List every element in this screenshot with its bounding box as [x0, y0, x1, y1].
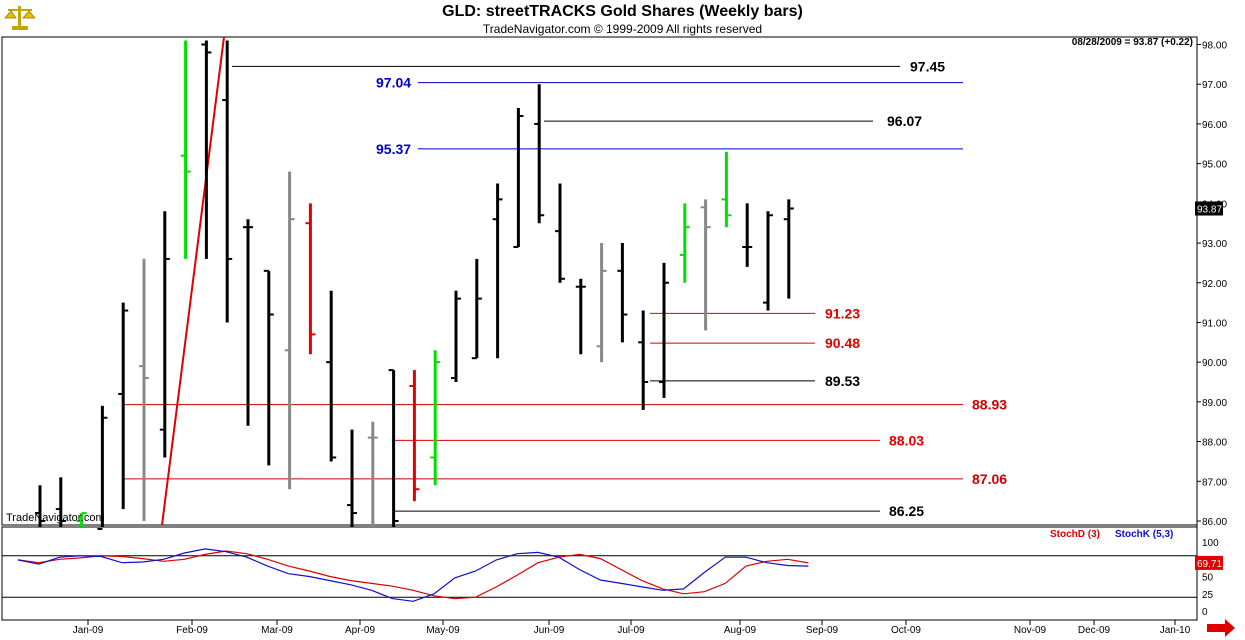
y-tick-label: 95.00 [1202, 160, 1227, 171]
price-bar [388, 369, 399, 527]
y-tick-label: 93.00 [1202, 239, 1227, 250]
y-tick-label: 98.00 [1202, 41, 1227, 52]
price-bar [201, 40, 212, 259]
stoch-legend-entry: StochK (5,3) [1115, 529, 1173, 540]
x-tick-label: Jan-10 [1160, 625, 1191, 636]
y-tick-label: 91.00 [1202, 318, 1227, 329]
level-label: 87.06 [972, 471, 1007, 487]
chart-frame [1, 36, 1198, 621]
price-bar [263, 269, 274, 466]
price-bar [222, 40, 233, 323]
price-bar [763, 211, 773, 311]
price-bar [451, 290, 461, 383]
y-tick-label: 90.00 [1202, 358, 1227, 369]
y-tick-label: 89.00 [1202, 398, 1227, 409]
y-tick-label: 88.00 [1202, 438, 1227, 449]
x-tick-label: Feb-09 [176, 625, 208, 636]
price-levels: 97.45 97.04 96.07 95.37 91.23 90.48 89.53 88.93… [124, 58, 1007, 519]
x-tick-label: Nov-09 [1014, 625, 1047, 636]
y-tick-label: 96.00 [1202, 120, 1227, 131]
x-tick-label: Jun-09 [534, 625, 565, 636]
level-label: 90.48 [825, 335, 860, 351]
price-bar [367, 421, 378, 527]
price-bar [430, 350, 441, 486]
price-bar [596, 243, 607, 363]
x-tick-label: Oct-09 [891, 625, 921, 636]
price-bar [326, 290, 337, 462]
chart-title: GLD: streetTRACKS Gold Shares (Weekly ba… [442, 3, 803, 20]
price-bar [159, 211, 170, 458]
price-bar [492, 183, 503, 359]
price-bar [783, 199, 794, 299]
scales-logo-icon [4, 6, 36, 30]
stoch-series-line [17, 548, 809, 602]
y-tick-label: 87.00 [1202, 477, 1227, 488]
price-bar [97, 405, 108, 530]
level-label: 89.53 [825, 373, 860, 389]
price-bar [659, 262, 669, 398]
price-bar [534, 84, 545, 224]
price-bar [700, 199, 711, 331]
stoch-tick-label: 50 [1202, 573, 1214, 584]
price-bar [118, 302, 129, 510]
last-quote-readout: 08/28/2009 = 93.87 (+0.22) [1071, 37, 1193, 48]
y-tick-label: 97.00 [1202, 80, 1227, 91]
price-bar [575, 278, 586, 355]
price-bar [617, 243, 628, 343]
level-label: 88.93 [972, 397, 1007, 413]
price-bar [742, 203, 753, 267]
last-price-label: 93.87 [1197, 204, 1222, 215]
price-bars [35, 40, 794, 530]
date-axis: Jan-09 Feb-09 Mar-09 Apr-09 May-09 Jun-09 Jul-… [73, 620, 1191, 636]
level-label: 97.04 [376, 75, 411, 91]
x-tick-label: Jul-09 [617, 625, 645, 636]
level-label: 86.25 [889, 503, 924, 519]
x-tick-label: Dec-09 [1078, 625, 1111, 636]
stoch-tick-label: 0 [1202, 607, 1208, 618]
price-bar [347, 429, 357, 527]
level-label: 97.45 [910, 58, 945, 74]
price-bar [243, 219, 253, 426]
price-bar [638, 310, 649, 410]
stoch-legend-entry: StochD (3) [1050, 529, 1100, 540]
price-axis: 98.0097.0096.0095.0094.0093.0092.0091.00… [1195, 41, 1227, 528]
y-tick-label: 92.00 [1202, 279, 1227, 290]
price-bar [555, 183, 565, 283]
stoch-tick-label: 100 [1202, 538, 1219, 549]
copyright-subtitle: TradeNavigator.com © 1999-2009 All right… [482, 22, 763, 36]
price-bar [284, 171, 295, 490]
stoch-tick-label: 25 [1202, 590, 1214, 601]
level-label: 95.37 [376, 141, 411, 157]
level-label: 96.07 [887, 113, 922, 129]
stoch-last-value-label: 69.71 [1197, 559, 1222, 570]
x-tick-label: Jan-09 [73, 625, 104, 636]
stochastic-panel: 1007550250StochD (3)StochK (5,3)69.71 [2, 529, 1223, 618]
y-tick-label: 86.00 [1202, 517, 1227, 528]
price-bar [76, 512, 87, 527]
price-bar [409, 370, 420, 502]
trend-line [161, 36, 225, 526]
stoch-last-value-box [1195, 555, 1223, 570]
level-label: 88.03 [889, 432, 924, 448]
x-tick-label: Sep-09 [806, 625, 839, 636]
price-bar [180, 40, 191, 259]
watermark: TradeNavigator.com [6, 512, 105, 524]
x-tick-label: May-09 [426, 625, 460, 636]
stoch-series-line [17, 550, 809, 600]
price-bar [35, 485, 45, 527]
last-price-box [1195, 201, 1223, 216]
price-bar [679, 203, 690, 283]
x-tick-label: Aug-09 [724, 625, 757, 636]
price-bar [139, 258, 149, 521]
x-tick-label: Mar-09 [261, 625, 293, 636]
x-tick-label: Apr-09 [345, 625, 375, 636]
price-bar [513, 108, 524, 249]
scroll-right-arrow-icon[interactable] [1207, 619, 1235, 637]
level-label: 91.23 [825, 305, 860, 321]
price-bar [471, 258, 482, 360]
price-bar [721, 151, 732, 228]
price-bar [305, 203, 316, 355]
price-bar [55, 477, 66, 527]
